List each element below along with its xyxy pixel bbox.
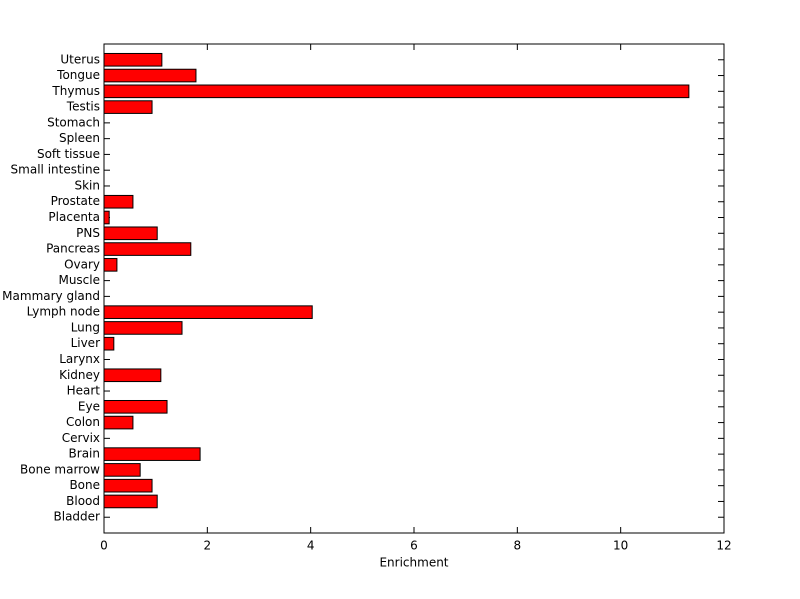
- bar: [103, 258, 118, 272]
- bar: [103, 447, 201, 461]
- y-tick-label: Placenta: [48, 210, 100, 224]
- y-tick-label: PNS: [76, 226, 100, 240]
- bar: [103, 84, 690, 99]
- y-tick-label: Prostate: [51, 194, 100, 208]
- bar: [103, 210, 110, 225]
- y-tick-label: Mammary gland: [2, 289, 100, 303]
- y-tick-label: Spleen: [59, 131, 100, 145]
- x-tick-label: 8: [514, 539, 522, 553]
- y-tick-label: Bladder: [54, 510, 101, 524]
- y-tick-label: Lymph node: [27, 305, 100, 319]
- bar: [103, 100, 153, 114]
- y-tick-label: Eye: [78, 399, 100, 413]
- x-tick-label: 12: [716, 539, 731, 553]
- y-tick-label: Stomach: [47, 115, 100, 129]
- bar: [103, 321, 183, 335]
- x-tick-label: 6: [410, 539, 418, 553]
- bar: [103, 305, 313, 319]
- y-tick-label: Bone marrow: [20, 462, 100, 476]
- y-tick-label: Uterus: [60, 52, 100, 66]
- y-tick-label: Ovary: [64, 257, 100, 271]
- y-tick-label: Testis: [66, 100, 100, 114]
- y-tick-label: Bone: [69, 478, 100, 492]
- x-axis-label: Enrichment: [379, 556, 448, 570]
- x-tick-label: 0: [100, 539, 108, 553]
- bar: [103, 494, 158, 509]
- x-tick-label: 10: [613, 539, 628, 553]
- y-tick-label: Muscle: [58, 273, 100, 287]
- bar: [103, 68, 197, 83]
- y-tick-label: Small intestine: [11, 163, 100, 177]
- x-tick-label: 2: [204, 539, 212, 553]
- bar: [103, 336, 115, 351]
- y-tick-label: Blood: [66, 494, 100, 508]
- bar: [103, 463, 141, 477]
- bar: [103, 52, 163, 67]
- y-tick-label: Soft tissue: [37, 147, 100, 161]
- plot-area: [103, 43, 725, 534]
- y-tick-label: Cervix: [62, 431, 100, 445]
- bar: [103, 242, 192, 256]
- y-tick-label: Pancreas: [46, 242, 100, 256]
- bar: [103, 478, 153, 493]
- y-tick-label: Kidney: [59, 368, 100, 382]
- y-tick-label: Heart: [67, 384, 101, 398]
- y-tick-label: Tongue: [56, 68, 100, 82]
- y-tick-label: Brain: [69, 447, 100, 461]
- bar: [103, 226, 158, 241]
- y-tick-label: Larynx: [59, 352, 100, 366]
- y-tick-label: Liver: [71, 336, 101, 350]
- y-tick-label: Skin: [74, 178, 100, 192]
- y-tick-label: Lung: [71, 320, 100, 334]
- y-tick-label: Colon: [66, 415, 100, 429]
- bar: [103, 368, 162, 383]
- x-tick-label: 4: [307, 539, 315, 553]
- y-tick-label: Thymus: [51, 84, 100, 98]
- bar: [103, 415, 134, 430]
- bar: [103, 194, 134, 209]
- bar: [103, 399, 168, 414]
